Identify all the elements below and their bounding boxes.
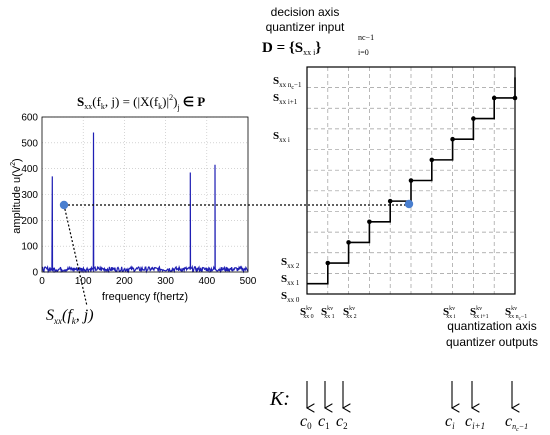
spectrum-highlight-point <box>59 200 69 210</box>
decision-level-nc-minus-1: Sxx nc−1 <box>273 75 302 91</box>
codebook: K: c0 c1 c2 ci ci+1 cnc−1 <box>269 381 528 433</box>
quantizer-step-dot <box>367 219 372 225</box>
quantizer-step-dot <box>387 198 393 204</box>
quantizer-input-label: quantizer input <box>266 20 345 34</box>
codeword-0: c0 <box>300 413 312 431</box>
spectrum-x-tick-label: 200 <box>116 276 133 287</box>
spectrum-y-ticks: 0 100 200 300 400 500 600 <box>21 113 38 279</box>
spectrum-y-tick-label: 0 <box>32 268 38 279</box>
spectrum-y-tick-label: 400 <box>21 164 38 175</box>
spectrum-x-tick-label: 400 <box>198 276 215 287</box>
spectrum-grid <box>42 116 248 272</box>
spectrum-x-tick-label: 500 <box>240 276 257 287</box>
spectrum-x-tick-label: 0 <box>39 276 45 287</box>
staircase-highlight-point <box>404 199 414 209</box>
codeword-i: ci <box>445 413 455 431</box>
output-level-1: Skv xx 1 <box>321 306 335 320</box>
spectrum-series-line <box>41 132 249 274</box>
svg-text:nc−1: nc−1 <box>358 33 374 42</box>
svg-text:Sxx(fk, j) = (|X(fk)|2)j∈ P: Sxx(fk, j) = (|X(fk)|2)j ∈ P <box>77 93 205 112</box>
quantizer-step-dot <box>408 178 414 183</box>
decision-level-2: Sxx 2 <box>281 256 300 270</box>
output-level-2: Skv xx 2 <box>343 306 357 320</box>
spectrum-y-tick-label: 600 <box>21 113 38 124</box>
output-levels: Skv xx 0 Skv xx 1 Skv xx 2 Skv xx i Skv xx i+… <box>300 306 527 322</box>
spectrum-y-tick-label: 300 <box>21 190 38 201</box>
quantizer-step-points <box>325 95 518 266</box>
quantizer-step-dot <box>429 157 435 163</box>
spectrum-x-tick-label: 100 <box>75 276 92 287</box>
output-level-i: Skv xx i <box>443 306 456 320</box>
spectrum-y-axis-label: amplitude u(V2) <box>10 158 23 233</box>
codeword-i-plus-1: ci+1 <box>465 413 485 431</box>
svg-text:D = {Sxx i}: D = {Sxx i} <box>262 40 321 57</box>
codeword-1: c1 <box>318 413 330 431</box>
quantizer-diagram <box>306 66 518 295</box>
decision-level-0: Sxx 0 <box>281 290 300 304</box>
quantization-axis-label: quantization axis <box>447 319 536 333</box>
spectrum-x-axis-label: frequency f(hertz) <box>102 291 188 303</box>
decision-level-i-plus-1: Sxx i+1 <box>273 92 298 106</box>
decision-axis-label: decision axis <box>271 5 340 19</box>
spectrum-plot-frame <box>41 116 249 273</box>
decision-level-i: Sxx i <box>273 130 290 144</box>
decision-level-1: Sxx 1 <box>281 273 300 287</box>
spectrum-formula: Sxx(fk, j) = (|X(fk)|2)j ∈ P <box>77 93 205 112</box>
spectrum-y-tick-label: 500 <box>21 138 38 149</box>
spectrum-x-ticks: 0 100 200 300 400 500 <box>39 276 257 287</box>
decision-set-definition: D = {Sxx i} nc−1 i=0 <box>262 33 374 57</box>
quantizer-step-dot <box>471 116 476 121</box>
svg-text:Sxx(fk, j): Sxx(fk, j) <box>46 307 94 326</box>
quantizer-step-dot <box>346 240 351 245</box>
point-label: Sxx(fk, j) <box>46 307 94 326</box>
output-level-i-plus-1: Skv xx i+1 <box>470 306 489 320</box>
spectrum-y-tick-label: 200 <box>21 216 38 227</box>
codeword-2: c2 <box>336 413 348 431</box>
quantizer-step-dot <box>491 95 497 101</box>
quantizer-step-dot <box>512 95 518 101</box>
output-level-nc-minus-1: Skv xx nc−1 <box>505 306 527 322</box>
quantizer-frame <box>306 66 516 295</box>
quantizer-outputs-label: quantizer outputs <box>446 335 538 349</box>
point-leader-line <box>63 204 88 307</box>
spectrum-y-tick-label: 100 <box>21 242 38 253</box>
quantizer-step-dot <box>450 136 455 142</box>
output-level-0: Skv xx 0 <box>300 306 314 320</box>
spectrum-plot: 0 100 200 300 400 500 0 100 200 300 400 500 600 fre… <box>10 113 257 304</box>
svg-text:i=0: i=0 <box>358 48 369 57</box>
codeword-nc-minus-1: cnc−1 <box>505 413 528 433</box>
quantizer-step-dot <box>325 260 331 266</box>
decision-levels: Sxx nc−1 Sxx i+1 Sxx i Sxx 2 Sxx 1 Sxx 0 <box>273 75 302 304</box>
spectrum-x-tick-label: 300 <box>157 276 174 287</box>
codebook-symbol: K: <box>269 388 290 410</box>
